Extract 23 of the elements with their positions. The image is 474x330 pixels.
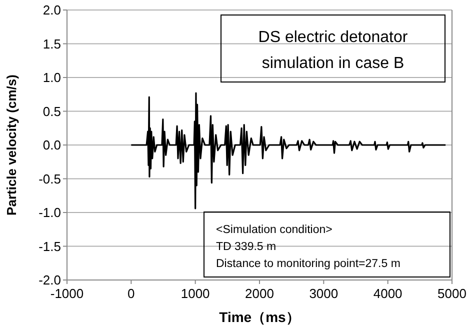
- y-tick-label: 0.0: [42, 138, 61, 152]
- x-tick-label: 3000: [309, 286, 338, 301]
- annotation: Distance to monitoring point=27.5 m: [216, 258, 400, 270]
- x-tick-label: -1000: [50, 286, 84, 301]
- y-tick-label: -2.0: [38, 272, 61, 288]
- text: DS electric detonator simulation in case B: [258, 29, 408, 72]
- annotation: <Simulation condition>: [216, 224, 333, 236]
- x-tick-label: 5000: [438, 286, 466, 301]
- y-tick-label: -0.5: [38, 171, 61, 186]
- x-tick-label: 4000: [373, 286, 402, 301]
- y-tick-label: 1.5: [42, 36, 61, 52]
- y-tick-label: 1.0: [42, 70, 61, 85]
- x-axis-title: Time（ms）: [219, 309, 300, 325]
- y-tick-label: 0.5: [42, 104, 61, 119]
- x-tick-label: 2000: [245, 286, 274, 301]
- line-series: [130, 92, 446, 210]
- y-tick-label: 2.0: [42, 2, 61, 18]
- x-tick-label: 1000: [180, 286, 210, 301]
- y-tick-label: -1.0: [38, 205, 61, 220]
- y-tick-label: -1.5: [38, 238, 61, 254]
- y-axis-title: Particle velocity (cm/s): [4, 74, 19, 216]
- annotation: TD 339.5 m: [216, 241, 276, 253]
- x-tick-label: 0: [128, 286, 135, 301]
